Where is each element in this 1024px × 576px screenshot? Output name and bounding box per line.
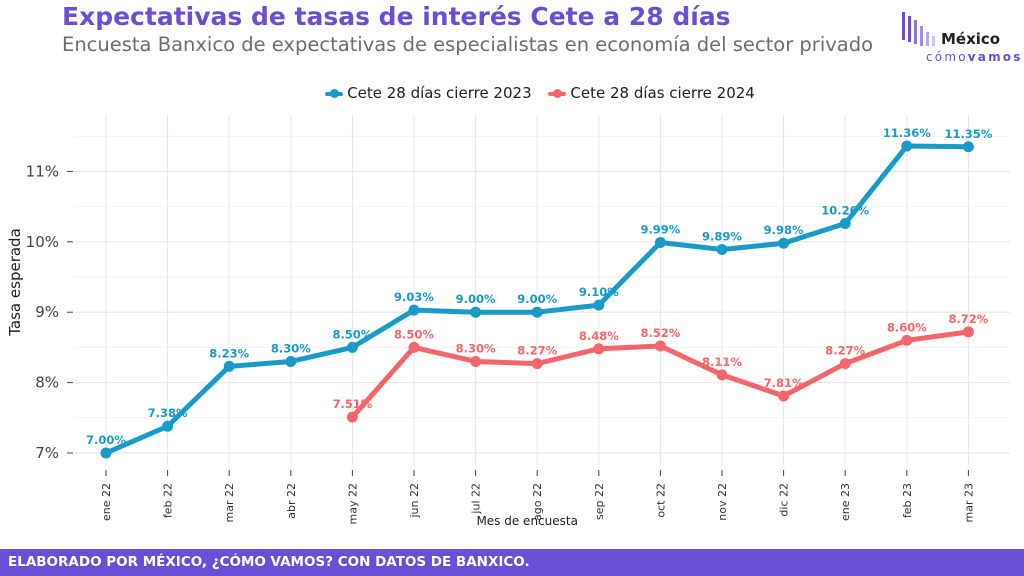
data-label-0: 9.99% bbox=[640, 223, 680, 237]
data-label-0: 8.23% bbox=[209, 346, 249, 360]
data-point-1 bbox=[654, 340, 666, 352]
data-label-1: 8.60% bbox=[887, 320, 927, 334]
chart-legend: Cete 28 días cierre 2023 Cete 28 días ci… bbox=[0, 84, 1024, 102]
y-tick-label: 8% bbox=[35, 374, 59, 392]
data-label-0: 9.00% bbox=[456, 292, 496, 306]
data-point-1 bbox=[593, 343, 605, 355]
data-point-1 bbox=[716, 369, 728, 381]
data-label-1: 7.51% bbox=[332, 397, 372, 411]
data-label-0: 11.35% bbox=[944, 127, 992, 141]
data-label-0: 9.00% bbox=[517, 292, 557, 306]
data-label-1: 8.48% bbox=[579, 329, 619, 343]
data-label-0: 7.00% bbox=[86, 433, 126, 447]
chart-title: Expectativas de tasas de interés Cete a … bbox=[62, 2, 731, 31]
data-point-0 bbox=[223, 360, 235, 372]
footer-source: ELABORADO POR MÉXICO, ¿CÓMO VAMOS? CON D… bbox=[0, 549, 1024, 576]
x-tick-label: jul 22 bbox=[470, 483, 483, 515]
data-label-1: 8.11% bbox=[702, 355, 742, 369]
data-point-0 bbox=[716, 244, 728, 256]
x-tick-label: feb 23 bbox=[901, 483, 914, 518]
data-point-0 bbox=[962, 141, 974, 153]
data-point-0 bbox=[100, 447, 112, 459]
logo-tagline-light: cómo bbox=[926, 50, 968, 64]
data-point-1 bbox=[778, 390, 790, 402]
legend-label-2023: Cete 28 días cierre 2023 bbox=[347, 84, 532, 102]
data-label-0: 9.03% bbox=[394, 290, 434, 304]
y-tick-label: 10% bbox=[26, 233, 59, 251]
chart-subtitle: Encuesta Banxico de expectativas de espe… bbox=[62, 33, 874, 56]
data-label-0: 8.50% bbox=[332, 327, 372, 341]
x-tick-label: ene 23 bbox=[839, 483, 852, 521]
data-label-1: 8.27% bbox=[825, 344, 865, 358]
data-point-0 bbox=[654, 237, 666, 249]
data-point-0 bbox=[162, 420, 174, 432]
x-tick-label: abr 22 bbox=[285, 483, 298, 519]
x-tick-label: may 22 bbox=[346, 483, 359, 524]
x-tick-label: mar 23 bbox=[962, 483, 975, 522]
data-label-0: 7.38% bbox=[148, 406, 188, 420]
brand-logo: México cómovamos bbox=[898, 10, 1020, 66]
legend-item-2023[interactable]: Cete 28 días cierre 2023 bbox=[325, 84, 532, 102]
y-tick-label: 11% bbox=[26, 162, 59, 180]
x-tick-label: jun 22 bbox=[408, 483, 421, 519]
data-point-1 bbox=[531, 358, 543, 370]
data-label-1: 8.72% bbox=[948, 312, 988, 326]
data-label-0: 11.36% bbox=[883, 126, 931, 140]
logo-wordmark: México bbox=[941, 30, 1001, 48]
data-point-0 bbox=[778, 237, 790, 249]
legend-label-2024: Cete 28 días cierre 2024 bbox=[570, 84, 755, 102]
data-label-0: 9.89% bbox=[702, 230, 742, 244]
y-tick-label: 9% bbox=[35, 303, 59, 321]
data-point-0 bbox=[285, 355, 297, 367]
data-point-0 bbox=[346, 341, 358, 353]
data-label-0: 9.98% bbox=[764, 223, 804, 237]
data-point-0 bbox=[470, 306, 482, 318]
legend-swatch-2023 bbox=[325, 88, 344, 98]
data-point-1 bbox=[470, 355, 482, 367]
data-label-0: 9.10% bbox=[579, 285, 619, 299]
data-point-0 bbox=[531, 306, 543, 318]
data-label-1: 8.50% bbox=[394, 327, 434, 341]
x-tick-label: nov 22 bbox=[716, 483, 729, 521]
x-tick-label: ene 22 bbox=[100, 483, 113, 521]
data-label-0: 8.30% bbox=[271, 341, 311, 355]
data-label-0: 10.26% bbox=[821, 203, 869, 217]
data-point-0 bbox=[901, 140, 913, 152]
data-label-1: 8.52% bbox=[640, 326, 680, 340]
x-tick-label: ago 22 bbox=[531, 483, 544, 521]
data-point-0 bbox=[839, 217, 851, 229]
y-tick-label: 7% bbox=[35, 444, 59, 462]
line-chart: 7% 8% 9% 10% 11% ene 22 feb 22 mar 22 abr 22 may … bbox=[6, 115, 1010, 528]
data-point-1 bbox=[408, 341, 420, 353]
data-label-1: 7.81% bbox=[764, 376, 804, 390]
data-point-0 bbox=[593, 299, 605, 311]
legend-swatch-2024 bbox=[548, 88, 567, 98]
x-tick-label: mar 22 bbox=[223, 483, 236, 522]
data-label-1: 8.30% bbox=[456, 341, 496, 355]
data-point-1 bbox=[901, 334, 913, 346]
x-axis-title: Mes de encuesta bbox=[476, 514, 578, 528]
y-axis-title: Tasa esperada bbox=[6, 228, 24, 337]
legend-item-2024[interactable]: Cete 28 días cierre 2024 bbox=[548, 84, 755, 102]
x-tick-label: oct 22 bbox=[654, 483, 667, 518]
x-tick-label: feb 22 bbox=[162, 483, 175, 518]
data-point-1 bbox=[839, 358, 851, 370]
data-point-0 bbox=[408, 304, 420, 316]
x-tick-label: dic 22 bbox=[778, 483, 791, 517]
data-label-1: 8.27% bbox=[517, 344, 557, 358]
logo-tagline: cómovamos bbox=[926, 50, 1023, 64]
logo-tagline-bold: vamos bbox=[967, 50, 1023, 64]
x-tick-label: sep 22 bbox=[593, 483, 606, 520]
data-point-1 bbox=[346, 411, 358, 423]
data-point-1 bbox=[962, 326, 974, 338]
logo-bars-icon bbox=[902, 12, 935, 46]
